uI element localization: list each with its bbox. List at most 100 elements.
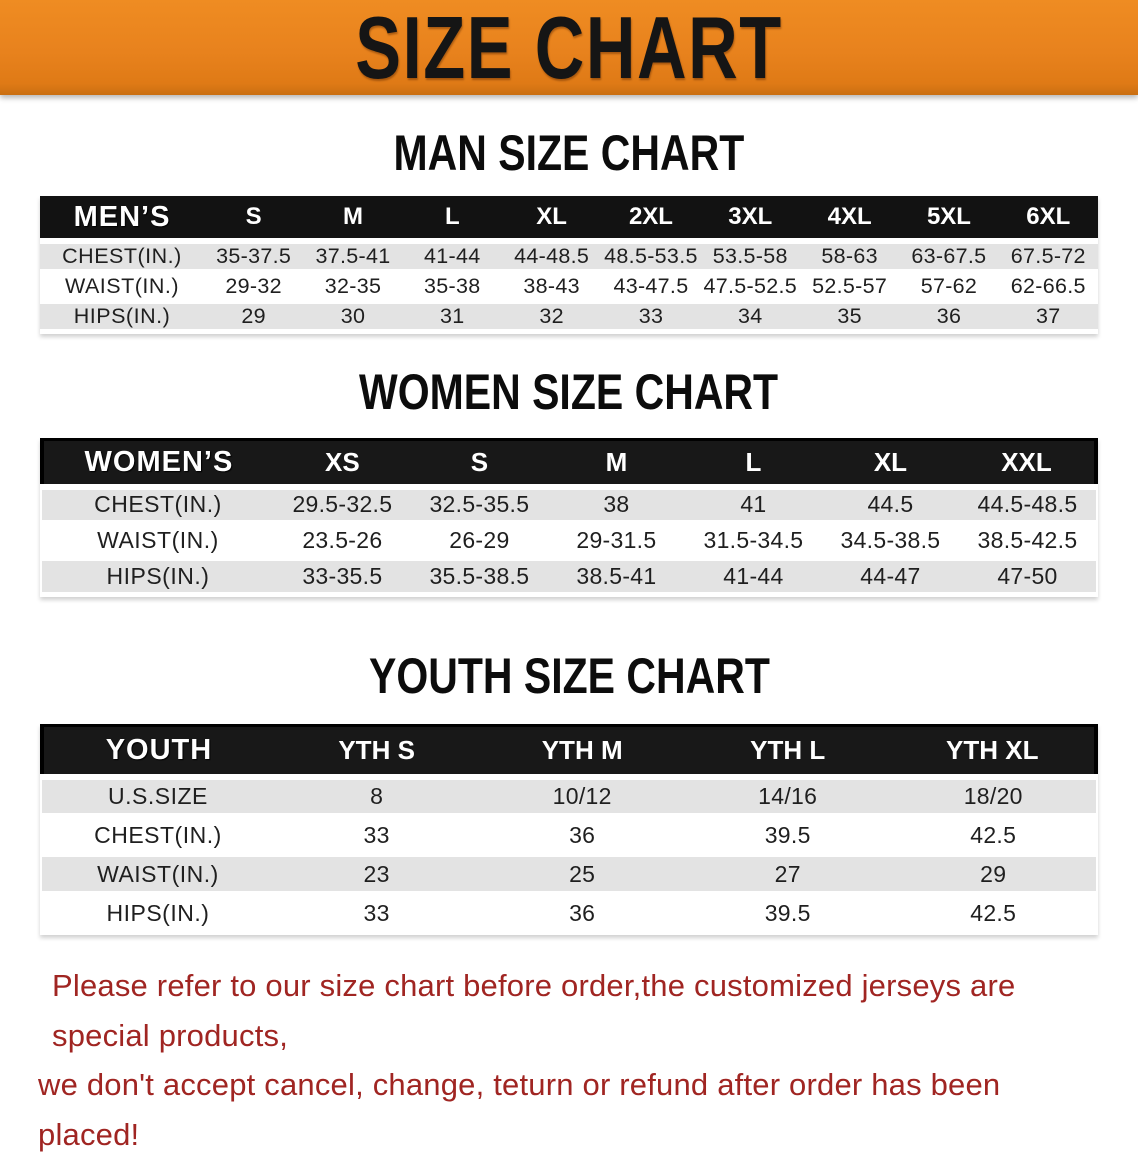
size-value-cell: 43-47.5 xyxy=(601,271,701,304)
size-value-cell: 47-50 xyxy=(958,558,1096,597)
size-value-cell: 39.5 xyxy=(684,815,891,857)
size-value-cell: 36 xyxy=(899,301,999,334)
size-value-cell: 32 xyxy=(501,301,602,334)
size-column-header: 4XL xyxy=(799,196,900,241)
disclaimer-line-2: we don't accept cancel, change, teturn o… xyxy=(38,1067,1001,1152)
size-value-cell: 29-32 xyxy=(203,271,304,304)
size-value-cell: 35 xyxy=(799,301,900,334)
measure-label-cell: HIPS(IN.) xyxy=(40,301,204,334)
size-header-row: YOUTH YTH S YTH M YTH L YTH XL xyxy=(40,724,1098,778)
size-value-cell: 38.5-41 xyxy=(547,558,685,597)
table-row: CHEST(IN.) 29.5-32.5 32.5-35.5 38 41 44.5 44.5… xyxy=(42,483,1096,525)
size-value-cell: 29 xyxy=(203,301,304,334)
size-value-cell: 27 xyxy=(684,854,891,896)
table-row: WAIST(IN.) 23 25 27 29 xyxy=(42,854,1096,896)
size-value-cell: 48.5-53.5 xyxy=(601,238,701,274)
size-value-cell: 53.5-58 xyxy=(700,238,800,274)
size-column-header: S xyxy=(203,196,304,241)
size-value-cell: 44.5-48.5 xyxy=(958,483,1096,525)
size-value-cell: 30 xyxy=(303,301,403,334)
size-value-cell: 41 xyxy=(684,483,822,525)
size-value-cell: 33-35.5 xyxy=(273,558,411,597)
size-value-cell: 57-62 xyxy=(899,271,999,304)
table-title-cell: MEN’S xyxy=(40,196,204,241)
size-column-header: 5XL xyxy=(899,196,999,241)
size-column-header: XXL xyxy=(958,438,1099,488)
size-value-cell: 44-48.5 xyxy=(501,238,602,274)
size-value-cell: 32-35 xyxy=(303,271,403,304)
measure-label-cell: CHEST(IN.) xyxy=(40,238,204,274)
size-column-header: XL xyxy=(821,438,959,488)
size-column-header: XS xyxy=(273,438,411,488)
size-value-cell: 29 xyxy=(890,854,1096,896)
men-section: MAN SIZE CHART MEN’S S M L XL 2XL 3XL 4XL 5XL 6XL… xyxy=(0,128,1138,334)
size-value-cell: 38-43 xyxy=(501,271,602,304)
table-row: HIPS(IN.) 33-35.5 35.5-38.5 38.5-41 41-44 44-… xyxy=(42,558,1096,597)
size-value-cell: 37 xyxy=(998,301,1098,334)
size-value-cell: 36 xyxy=(479,815,685,857)
size-value-cell: 23.5-26 xyxy=(273,522,411,561)
size-value-cell: 25 xyxy=(479,854,685,896)
size-value-cell: 33 xyxy=(273,893,480,935)
size-value-cell: 29-31.5 xyxy=(547,522,685,561)
size-column-header: YTH XL xyxy=(890,724,1098,778)
measure-label-cell: CHEST(IN.) xyxy=(42,815,274,857)
size-column-header: 2XL xyxy=(601,196,701,241)
measure-label-cell: WAIST(IN.) xyxy=(40,271,204,304)
size-value-cell: 34 xyxy=(700,301,800,334)
table-row: WAIST(IN.) 29-32 32-35 35-38 38-43 43-47.5 47.… xyxy=(40,271,1098,304)
size-value-cell: 38 xyxy=(547,483,685,525)
measure-label-cell: HIPS(IN.) xyxy=(42,558,274,597)
size-value-cell: 31.5-34.5 xyxy=(684,522,822,561)
table-row: HIPS(IN.) 29 30 31 32 33 34 35 36 37 xyxy=(40,301,1098,334)
size-column-header: XL xyxy=(501,196,602,241)
size-value-cell: 35.5-38.5 xyxy=(410,558,548,597)
size-value-cell: 63-67.5 xyxy=(899,238,999,274)
disclaimer: Please refer to our size chart before or… xyxy=(38,961,1100,1159)
size-value-cell: 33 xyxy=(273,815,480,857)
size-value-cell: 8 xyxy=(273,773,480,818)
size-value-cell: 41-44 xyxy=(684,558,822,597)
size-column-header: L xyxy=(684,438,822,488)
size-value-cell: 52.5-57 xyxy=(799,271,900,304)
table-row: CHEST(IN.) 33 36 39.5 42.5 xyxy=(42,815,1096,857)
size-value-cell: 23 xyxy=(273,854,480,896)
size-column-header: 6XL xyxy=(998,196,1098,241)
men-section-heading: MAN SIZE CHART xyxy=(0,128,1138,178)
youth-section-heading: YOUTH SIZE CHART xyxy=(0,651,1138,701)
size-value-cell: 35-38 xyxy=(402,271,502,304)
size-value-cell: 47.5-52.5 xyxy=(700,271,800,304)
size-value-cell: 32.5-35.5 xyxy=(410,483,548,525)
youth-section: YOUTH SIZE CHART YOUTH YTH S YTH M YTH L YTH… xyxy=(0,651,1138,935)
size-column-header: M xyxy=(547,438,685,488)
size-value-cell: 26-29 xyxy=(410,522,548,561)
size-header-row: WOMEN’S XS S M L XL XXL xyxy=(40,438,1099,488)
size-column-header: YTH M xyxy=(479,724,685,778)
table-row: WAIST(IN.) 23.5-26 26-29 29-31.5 31.5-34.5 34… xyxy=(42,522,1096,561)
size-value-cell: 44.5 xyxy=(821,483,959,525)
men-section-heading-text: MAN SIZE CHART xyxy=(393,125,745,181)
size-column-header: YTH S xyxy=(273,724,480,778)
size-value-cell: 14/16 xyxy=(684,773,891,818)
size-value-cell: 62-66.5 xyxy=(998,271,1098,304)
women-section-heading: WOMEN SIZE CHART xyxy=(0,367,1138,417)
size-value-cell: 41-44 xyxy=(402,238,502,274)
size-value-cell: 10/12 xyxy=(479,773,685,818)
size-value-cell: 35-37.5 xyxy=(203,238,304,274)
disclaimer-line-1: Please refer to our size chart before or… xyxy=(52,968,1016,1053)
size-column-header: M xyxy=(303,196,403,241)
women-size-table: WOMEN’S XS S M L XL XXL CHEST(IN.) 29.5-32.5 32.5… xyxy=(40,438,1099,597)
women-section-heading-text: WOMEN SIZE CHART xyxy=(359,364,779,420)
measure-label-cell: WAIST(IN.) xyxy=(42,854,274,896)
size-value-cell: 44-47 xyxy=(821,558,959,597)
table-row: U.S.SIZE 8 10/12 14/16 18/20 xyxy=(42,773,1096,818)
size-column-header: L xyxy=(402,196,502,241)
measure-label-cell: WAIST(IN.) xyxy=(42,522,274,561)
table-title-cell: YOUTH xyxy=(40,724,274,778)
size-header-row: MEN’S S M L XL 2XL 3XL 4XL 5XL 6XL xyxy=(40,196,1098,241)
measure-label-cell: CHEST(IN.) xyxy=(42,483,274,525)
size-value-cell: 67.5-72 xyxy=(998,238,1098,274)
measure-label-cell: U.S.SIZE xyxy=(42,773,274,818)
youth-size-table: YOUTH YTH S YTH M YTH L YTH XL U.S.SIZE 8 10/12… xyxy=(40,724,1098,935)
size-value-cell: 34.5-38.5 xyxy=(821,522,959,561)
